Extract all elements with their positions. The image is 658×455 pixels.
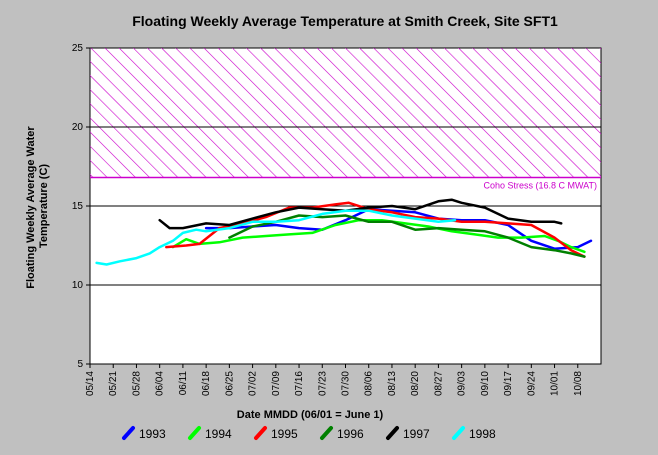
y-tick-label: 25 — [72, 43, 84, 54]
chart-title: Floating Weekly Average Temperature at S… — [132, 13, 558, 29]
x-tick-label: 07/02 — [248, 371, 259, 396]
legend-label: 1995 — [271, 427, 298, 441]
series-lines — [95, 198, 593, 266]
y-axis-label-line-1: Floating Weekly Average Water — [25, 126, 37, 289]
x-tick-label: 08/13 — [387, 371, 398, 396]
x-tick-label: 09/24 — [526, 371, 537, 396]
y-axis-label-line-2: Temperature (C) — [38, 164, 50, 248]
y-tick-label: 15 — [72, 201, 84, 212]
legend-swatch — [188, 426, 201, 440]
series-line — [165, 201, 586, 258]
x-tick-label: 07/16 — [294, 371, 305, 396]
x-tick-label: 06/04 — [155, 371, 166, 396]
legend-label: 1994 — [205, 427, 232, 441]
series-line — [158, 198, 563, 230]
legend-swatch — [452, 426, 465, 440]
x-axis-ticks: 05/14 05/21 05/28 06/04 06/11 06/18 06/25 07/02… — [85, 364, 584, 396]
series-line — [228, 214, 586, 258]
x-tick-label: 09/03 — [457, 371, 468, 396]
series-line — [204, 207, 593, 250]
series-line — [95, 209, 457, 266]
y-tick-label: 10 — [72, 280, 84, 291]
x-tick-label: 09/17 — [503, 371, 514, 396]
y-axis-label: Floating Weekly Average Water Temperatur… — [25, 123, 50, 288]
legend-swatch — [386, 426, 399, 440]
y-tick-label: 5 — [77, 359, 83, 370]
x-tick-label: 06/11 — [178, 371, 189, 396]
legend-label: 1996 — [337, 427, 364, 441]
x-tick-label: 10/01 — [550, 371, 561, 396]
x-tick-label: 05/14 — [85, 371, 96, 396]
x-axis-label: Date MMDD (06/01 = June 1) — [237, 409, 384, 421]
legend-label: 1998 — [469, 427, 496, 441]
y-tick-label: 20 — [72, 122, 84, 133]
y-axis-ticks: 5 10 15 20 25 — [72, 43, 90, 370]
legend-swatch — [320, 426, 333, 440]
x-tick-label: 09/10 — [480, 371, 491, 396]
coho-stress-label: Coho Stress (16.8 C MWAT) — [483, 181, 597, 191]
x-tick-label: 08/06 — [364, 371, 375, 396]
x-tick-label: 07/09 — [271, 371, 282, 396]
x-tick-label: 08/27 — [433, 371, 444, 396]
legend-label: 1997 — [403, 427, 430, 441]
series-line — [171, 218, 586, 254]
legend-swatch — [254, 426, 267, 440]
x-tick-label: 07/30 — [341, 371, 352, 396]
x-tick-label: 06/18 — [201, 371, 212, 396]
x-tick-label: 08/20 — [410, 371, 421, 396]
coho-stress-band — [90, 48, 601, 178]
x-tick-label: 10/08 — [573, 371, 584, 396]
legend-swatch — [122, 426, 135, 440]
x-tick-label: 05/21 — [108, 371, 119, 396]
x-tick-label: 07/23 — [317, 371, 328, 396]
x-tick-label: 06/25 — [224, 371, 235, 396]
legend: 1993 1994 1995 1996 1997 1998 — [122, 426, 496, 441]
grid-lines — [90, 126, 601, 286]
legend-label: 1993 — [139, 427, 166, 441]
x-tick-label: 05/28 — [131, 371, 142, 396]
